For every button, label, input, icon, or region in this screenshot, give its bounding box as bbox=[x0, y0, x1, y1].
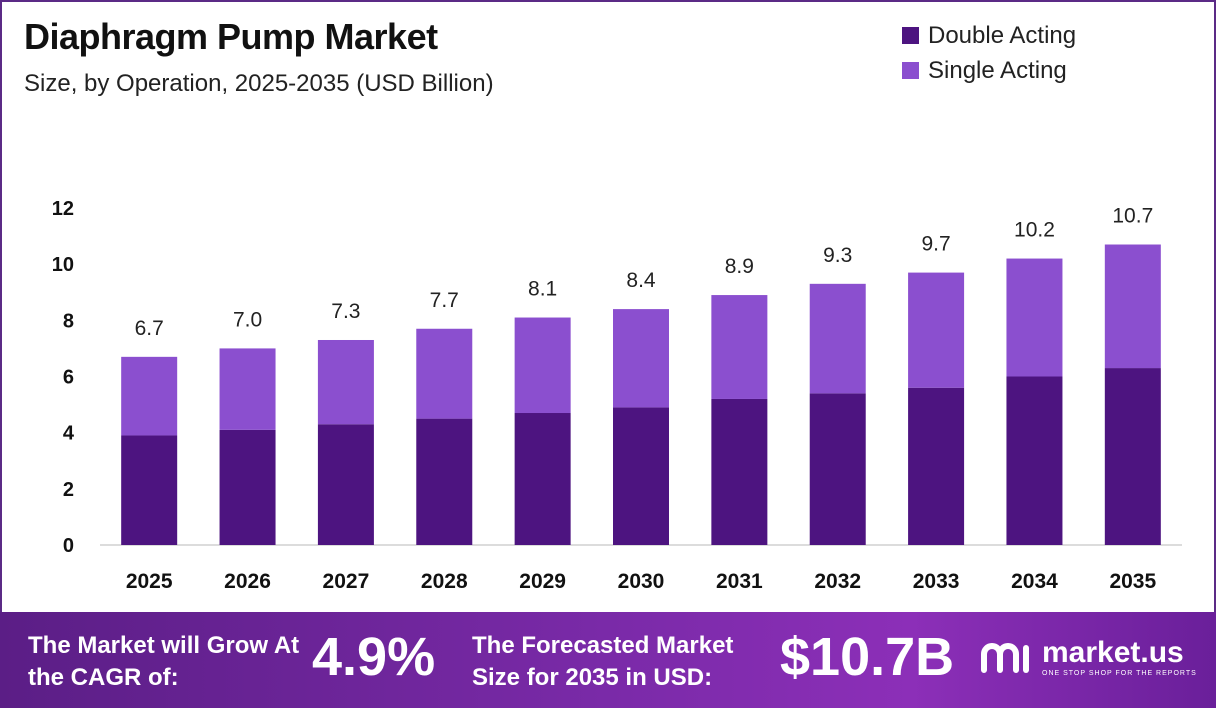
x-tick-label-2033: 2033 bbox=[913, 570, 960, 593]
y-tick-label: 2 bbox=[63, 479, 74, 501]
bar-single-acting-2028 bbox=[416, 328, 473, 419]
total-label-2032: 9.3 bbox=[823, 244, 852, 267]
bar-single-acting-2026 bbox=[219, 348, 276, 430]
bar-single-acting-2035 bbox=[1104, 244, 1161, 369]
bar-single-acting-2033 bbox=[908, 272, 965, 388]
cagr-label: The Market will Grow At the CAGR of: bbox=[28, 632, 300, 691]
legend-label-single-acting: Single Acting bbox=[928, 56, 1067, 84]
legend-swatch-single-acting bbox=[902, 62, 919, 79]
x-tick-label-2028: 2028 bbox=[421, 570, 468, 593]
logo-text: market.us bbox=[1042, 636, 1184, 669]
bar-single-acting-2025 bbox=[121, 356, 178, 436]
x-tick-label-2035: 2035 bbox=[1109, 570, 1156, 593]
summary-banner: The Market will Grow At the CAGR of: 4.9… bbox=[0, 612, 1216, 708]
y-tick-label: 10 bbox=[52, 254, 74, 276]
total-label-2034: 10.2 bbox=[1014, 219, 1055, 242]
chart-title: Diaphragm Pump Market bbox=[24, 16, 438, 57]
y-tick-label: 8 bbox=[63, 310, 74, 332]
x-tick-label-2026: 2026 bbox=[224, 570, 271, 593]
legend-item-single-acting: Single Acting bbox=[902, 53, 1076, 88]
bar-single-acting-2032 bbox=[809, 283, 866, 394]
market-us-logo: market.us ONE STOP SHOP FOR THE REPORTS bbox=[980, 638, 1197, 677]
chart-subtitle: Size, by Operation, 2025-2035 (USD Billi… bbox=[24, 70, 494, 97]
y-tick-label: 4 bbox=[63, 423, 75, 445]
bar-single-acting-2027 bbox=[317, 339, 374, 425]
bar-double-acting-2029 bbox=[514, 413, 571, 545]
total-label-2025: 6.7 bbox=[135, 317, 164, 340]
y-tick-label: 6 bbox=[63, 367, 74, 389]
x-tick-label-2032: 2032 bbox=[814, 570, 861, 593]
total-label-2035: 10.7 bbox=[1112, 205, 1153, 228]
logo-tagline: ONE STOP SHOP FOR THE REPORTS bbox=[1042, 670, 1197, 677]
bar-single-acting-2031 bbox=[711, 295, 768, 399]
bar-double-acting-2031 bbox=[711, 398, 768, 545]
total-label-2028: 7.7 bbox=[430, 289, 459, 312]
bar-double-acting-2033 bbox=[908, 387, 965, 545]
x-tick-label-2031: 2031 bbox=[716, 570, 763, 593]
total-label-2033: 9.7 bbox=[921, 233, 950, 256]
bar-double-acting-2030 bbox=[613, 407, 669, 545]
bar-double-acting-2032 bbox=[809, 393, 866, 545]
y-tick-label: 0 bbox=[63, 535, 74, 557]
bar-double-acting-2025 bbox=[121, 435, 178, 545]
market-us-logo-icon bbox=[981, 642, 1029, 673]
legend-item-double-acting: Double Acting bbox=[902, 18, 1076, 53]
total-label-2027: 7.3 bbox=[331, 300, 360, 323]
bar-single-acting-2034 bbox=[1006, 258, 1063, 377]
bar-double-acting-2026 bbox=[219, 429, 276, 545]
total-label-2029: 8.1 bbox=[528, 278, 557, 301]
total-label-2026: 7.0 bbox=[233, 308, 262, 331]
cagr-value: 4.9% bbox=[312, 627, 436, 687]
x-tick-label-2034: 2034 bbox=[1011, 570, 1058, 593]
bar-chart: 0 2 4 6 8 10 12 6.7 2025 7.0 2026 7.3 2027 7.7 2028 8.1… bbox=[52, 198, 1182, 593]
total-label-2030: 8.4 bbox=[626, 269, 656, 292]
x-tick-label-2029: 2029 bbox=[519, 570, 566, 593]
forecast-value: $10.7B bbox=[780, 627, 955, 687]
bar-double-acting-2034 bbox=[1006, 376, 1063, 545]
x-tick-label-2030: 2030 bbox=[618, 570, 665, 593]
y-tick-label: 12 bbox=[52, 198, 74, 220]
forecast-label: The Forecasted Market Size for 2035 in U… bbox=[472, 632, 734, 691]
legend-swatch-double-acting bbox=[902, 27, 919, 44]
bar-single-acting-2030 bbox=[613, 309, 669, 408]
legend-label-double-acting: Double Acting bbox=[928, 21, 1077, 49]
x-tick-label-2025: 2025 bbox=[126, 570, 173, 593]
bar-double-acting-2035 bbox=[1104, 368, 1161, 545]
bar-double-acting-2028 bbox=[416, 418, 473, 545]
x-tick-label-2027: 2027 bbox=[323, 570, 370, 593]
legend: Double Acting Single Acting bbox=[902, 18, 1076, 88]
bar-double-acting-2027 bbox=[317, 424, 374, 545]
bar-single-acting-2029 bbox=[514, 317, 571, 414]
total-label-2031: 8.9 bbox=[725, 255, 754, 278]
